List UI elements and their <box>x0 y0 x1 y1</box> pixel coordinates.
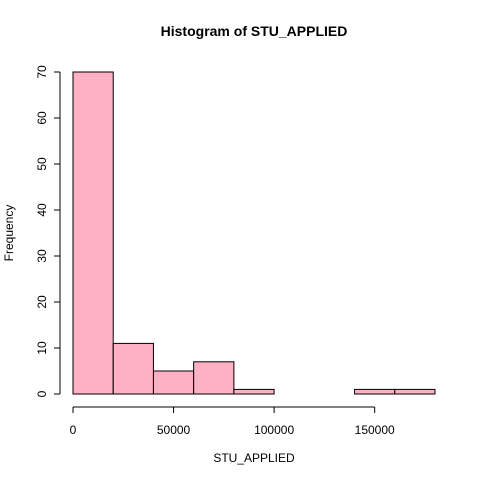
x-axis-label: STU_APPLIED <box>213 451 295 465</box>
x-tick-label: 100000 <box>254 423 294 437</box>
chart-title: Histogram of STU_APPLIED <box>161 23 348 39</box>
y-tick-label: 40 <box>35 203 49 217</box>
y-tick-label: 30 <box>35 249 49 263</box>
y-axis-label: Frequency <box>2 205 16 262</box>
histogram-bar-2 <box>152 370 195 395</box>
histogram-bar-0 <box>72 71 114 395</box>
y-tick-label: 0 <box>35 390 49 397</box>
x-tick-label: 0 <box>70 423 77 437</box>
histogram-bar-1 <box>112 342 154 395</box>
x-tick-label: 150000 <box>355 423 395 437</box>
y-tick-label: 70 <box>35 65 49 79</box>
x-axis: 0 50000 100000 150000 <box>70 406 395 437</box>
y-axis: 0 10 20 30 40 50 60 70 <box>35 65 61 397</box>
histogram-bar-4 <box>233 388 275 395</box>
histogram-bar-8 <box>394 388 436 395</box>
x-tick-label: 50000 <box>157 423 191 437</box>
histogram-bar-3 <box>193 361 235 395</box>
y-tick-label: 50 <box>35 157 49 171</box>
y-tick-label: 60 <box>35 111 49 125</box>
y-tick-label: 20 <box>35 295 49 309</box>
y-tick-label: 10 <box>35 341 49 355</box>
bars-group <box>72 71 436 395</box>
histogram-bar-7 <box>354 388 396 395</box>
